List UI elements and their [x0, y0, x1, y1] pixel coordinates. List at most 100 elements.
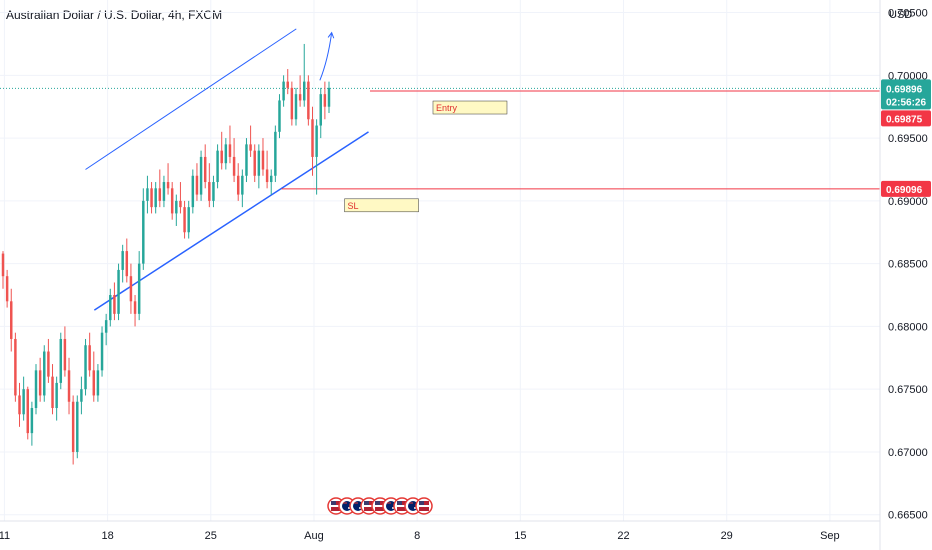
candle — [104, 313, 108, 346]
candle — [307, 75, 310, 126]
candle-body — [47, 351, 50, 377]
candle-body — [88, 345, 91, 371]
candle-body — [327, 87, 331, 107]
candle-body — [236, 175, 240, 195]
candle-body — [121, 251, 124, 270]
drawing-layer[interactable]: Entry SL — [0, 28, 880, 311]
candle-body — [224, 144, 228, 164]
candle-body — [191, 175, 195, 208]
candle-body — [323, 94, 327, 107]
channel-lower-line[interactable] — [93, 131, 369, 311]
candle-body — [286, 81, 289, 88]
candle — [232, 138, 236, 183]
candle — [327, 81, 331, 113]
candle-body — [10, 301, 13, 339]
candle-body — [142, 200, 145, 264]
target-arrow-head — [327, 31, 335, 39]
flag-canton — [364, 501, 369, 505]
candle — [43, 345, 46, 402]
candle — [117, 263, 120, 321]
candle — [100, 326, 104, 377]
candle-body — [51, 376, 54, 409]
candle-body — [1, 253, 5, 277]
candle — [319, 87, 322, 139]
candle-body — [166, 182, 170, 189]
candle — [179, 182, 182, 214]
candle — [26, 386, 29, 440]
candle-body — [319, 94, 322, 126]
candle — [245, 138, 248, 183]
candle-body — [216, 150, 219, 183]
candle — [323, 81, 327, 120]
candle — [18, 382, 21, 427]
candle — [162, 175, 166, 208]
level-box-sl[interactable] — [344, 198, 419, 213]
level-box-entry[interactable] — [432, 100, 508, 115]
us-flag-icon[interactable] — [415, 497, 433, 515]
candle — [187, 200, 190, 239]
candle-body — [261, 150, 265, 170]
candle-body — [257, 150, 261, 176]
candle-body — [117, 269, 120, 314]
countdown-label: 02:56:26 — [886, 97, 926, 108]
candle-body — [5, 276, 9, 302]
channel-upper-line[interactable] — [85, 28, 297, 170]
level-price-tag — [881, 110, 931, 127]
candle — [261, 138, 265, 176]
chart-grid — [0, 0, 880, 521]
candle-body — [162, 182, 166, 201]
candle-body — [129, 276, 133, 302]
candle-body — [38, 370, 42, 396]
candle — [224, 138, 228, 170]
candles-layer — [1, 43, 331, 465]
candle-body — [55, 382, 58, 409]
flag-stripe — [397, 505, 407, 507]
event-markers[interactable] — [327, 497, 433, 515]
candle — [113, 282, 116, 321]
candle — [30, 401, 34, 446]
candle-body — [294, 94, 298, 120]
candle-body — [109, 295, 112, 321]
flag-canton — [397, 501, 402, 505]
candle — [63, 326, 67, 377]
candle-body — [175, 200, 178, 214]
flag-stripe — [364, 505, 374, 507]
candle-body — [100, 332, 104, 371]
candle — [274, 125, 277, 183]
candle — [84, 338, 87, 396]
candle — [199, 150, 203, 201]
level-box-text: Entry — [436, 103, 458, 113]
candle — [249, 125, 252, 157]
candle-body — [71, 401, 75, 452]
level-price-label: 0.69875 — [886, 114, 923, 125]
candle — [96, 364, 100, 402]
candle-body — [150, 188, 153, 208]
candle — [282, 75, 285, 107]
target-arrow[interactable] — [319, 32, 333, 81]
candle-body — [212, 182, 215, 201]
candle — [216, 144, 219, 189]
candle — [92, 351, 96, 402]
candle — [142, 188, 145, 270]
candle — [212, 175, 215, 208]
y-tick-label: 0.67500 — [888, 384, 928, 396]
candle-body — [92, 370, 96, 396]
level-price-tag — [881, 180, 931, 197]
candle-body — [26, 389, 29, 434]
candle — [47, 338, 50, 383]
candle — [10, 288, 13, 352]
candle — [88, 332, 91, 377]
candle-body — [67, 370, 71, 402]
candle-body — [228, 144, 232, 157]
x-tick-label: 8 — [414, 530, 420, 542]
candle — [109, 288, 112, 327]
candle — [290, 81, 294, 126]
candle-body — [274, 131, 277, 176]
candle-body — [76, 401, 79, 452]
candle — [154, 182, 157, 214]
candle — [191, 169, 195, 214]
candle — [34, 364, 38, 415]
candle-body — [158, 188, 162, 201]
